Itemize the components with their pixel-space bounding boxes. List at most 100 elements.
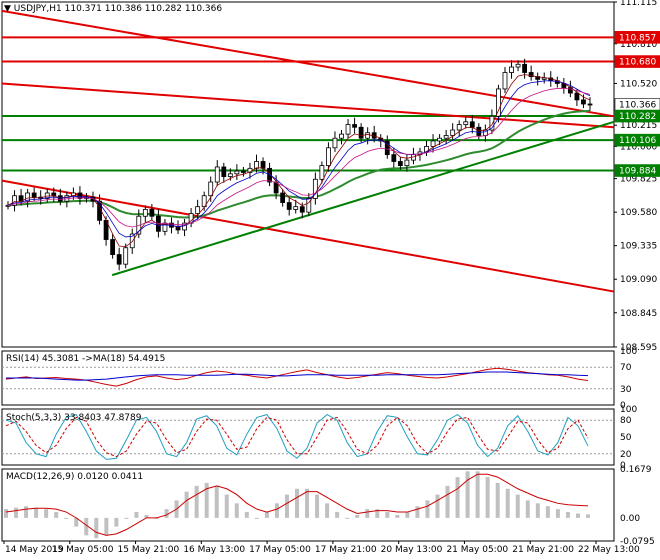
price-tag-resistance bbox=[614, 55, 660, 68]
macd-hist-bar bbox=[475, 471, 480, 518]
candle-body bbox=[397, 161, 403, 167]
panel-frame-main bbox=[1, 1, 615, 348]
candle-body bbox=[116, 254, 122, 265]
candle-body bbox=[476, 126, 482, 136]
x-tick-label: 15 May 05:00 bbox=[52, 545, 114, 555]
candle-body bbox=[123, 247, 129, 265]
price-tag-support bbox=[614, 133, 660, 147]
price-tag-label: 109.884 bbox=[619, 167, 656, 177]
candle-body bbox=[404, 159, 410, 167]
candle-body bbox=[234, 170, 240, 175]
macd-hist-bar bbox=[284, 494, 289, 518]
candle-body bbox=[522, 63, 528, 73]
macd-hist-bar bbox=[164, 509, 169, 518]
candle-body bbox=[489, 115, 495, 131]
candle-body bbox=[293, 206, 299, 210]
macd-hist-bar bbox=[485, 477, 490, 518]
candle-body bbox=[319, 165, 325, 180]
candle-body bbox=[496, 88, 501, 117]
price-tag-support bbox=[614, 164, 660, 177]
candle-body bbox=[463, 121, 469, 125]
macd-y-tick-label: 0.00 bbox=[620, 514, 640, 524]
candle-body bbox=[254, 161, 259, 169]
macd-hist-bar bbox=[184, 491, 189, 518]
ema-mid-line bbox=[7, 80, 591, 238]
rsi-y-tick-label: 0 bbox=[620, 401, 626, 411]
stoch-title: Stoch(5,3,3) 33.8403 47.8789 bbox=[6, 413, 142, 423]
candle-body bbox=[267, 167, 272, 183]
candle-body bbox=[358, 126, 364, 139]
price-tag-label: 110.282 bbox=[619, 112, 656, 122]
stoch-y-tick-label: 100 bbox=[620, 405, 637, 415]
candle-body bbox=[345, 124, 351, 135]
collapse-triangle-icon[interactable]: ▼ bbox=[4, 4, 14, 14]
trend-line-support bbox=[111, 120, 615, 277]
candle-body bbox=[306, 198, 312, 213]
candle-body bbox=[541, 77, 547, 80]
rsi-y-tick-label: 30 bbox=[620, 385, 632, 395]
macd-hist-bar bbox=[435, 494, 440, 518]
candle-body bbox=[286, 202, 292, 210]
macd-hist-bar bbox=[144, 514, 149, 518]
candle-body bbox=[51, 192, 57, 197]
stoch-series-line bbox=[5, 413, 589, 460]
macd-hist-bar bbox=[365, 509, 370, 518]
macd-hist-bar bbox=[4, 509, 8, 518]
candle-body bbox=[208, 181, 214, 197]
x-tick-label: 21 May 21:00 bbox=[512, 545, 574, 555]
macd-hist-bar bbox=[545, 506, 550, 518]
candle-body bbox=[312, 178, 318, 199]
macd-hist-bar bbox=[114, 517, 119, 527]
x-tick-label: 17 May 21:00 bbox=[315, 545, 377, 555]
macd-hist-bar bbox=[94, 517, 99, 539]
price-tag-label: 110.366 bbox=[619, 101, 656, 111]
symbol-name: USDJPY,H1 bbox=[13, 4, 62, 14]
macd-hist-bar bbox=[455, 477, 460, 518]
rsi-title: RSI(14) 45.3081 ->MA(18) 54.4915 bbox=[6, 354, 166, 364]
candle-body bbox=[450, 129, 456, 136]
macd-hist-bar bbox=[44, 509, 49, 518]
candle-body bbox=[129, 233, 135, 249]
trend-line-resistance bbox=[1, 82, 615, 129]
candle-body bbox=[149, 209, 155, 217]
candle-body bbox=[221, 166, 227, 177]
macd-y-tick-label: -0.0795 bbox=[620, 537, 655, 547]
x-tick-label: 17 May 05:00 bbox=[249, 545, 311, 555]
price-tag-label: 110.857 bbox=[619, 33, 656, 43]
macd-hist-bar bbox=[405, 512, 410, 518]
x-tick-label: 21 May 05:00 bbox=[446, 545, 508, 555]
macd-hist-bar bbox=[395, 514, 400, 518]
candle-body bbox=[77, 192, 83, 199]
macd-hist-bar bbox=[535, 503, 540, 518]
y-tick-label: 110.810 bbox=[620, 40, 657, 50]
candle-body bbox=[299, 206, 305, 213]
candle-body bbox=[391, 154, 397, 162]
macd-hist-bar bbox=[54, 512, 59, 518]
candle-body bbox=[195, 206, 201, 214]
macd-hist-bar bbox=[505, 488, 510, 518]
price-tag-label: 110.680 bbox=[619, 58, 656, 68]
macd-hist-bar bbox=[555, 509, 560, 518]
x-tick-label: 22 May 13:00 bbox=[578, 545, 640, 555]
rsi-y-tick-label: 70 bbox=[620, 363, 632, 373]
candle-body bbox=[182, 222, 187, 231]
macd-hist-bar bbox=[64, 517, 69, 519]
candle-body bbox=[260, 161, 266, 169]
candle-body bbox=[437, 137, 442, 142]
macd-y-tick-label: 0.1679 bbox=[620, 465, 652, 475]
candle-body bbox=[430, 140, 436, 147]
candle-body bbox=[31, 192, 37, 198]
candle-body bbox=[25, 192, 31, 202]
stoch-y-tick-label: 50 bbox=[620, 433, 632, 443]
candle-body bbox=[509, 66, 514, 73]
x-tick-label: 16 May 13:00 bbox=[183, 545, 245, 555]
candle-body bbox=[227, 173, 233, 177]
macd-hist-bar bbox=[586, 514, 590, 518]
macd-hist-bar bbox=[234, 503, 239, 518]
ohlc-values: 110.371 110.386 110.282 110.366 bbox=[64, 4, 223, 14]
macd-hist-bar bbox=[425, 500, 430, 518]
macd-hist-bar bbox=[325, 503, 330, 518]
candle-body bbox=[352, 124, 357, 128]
stoch-y-tick-label: 20 bbox=[620, 450, 632, 460]
